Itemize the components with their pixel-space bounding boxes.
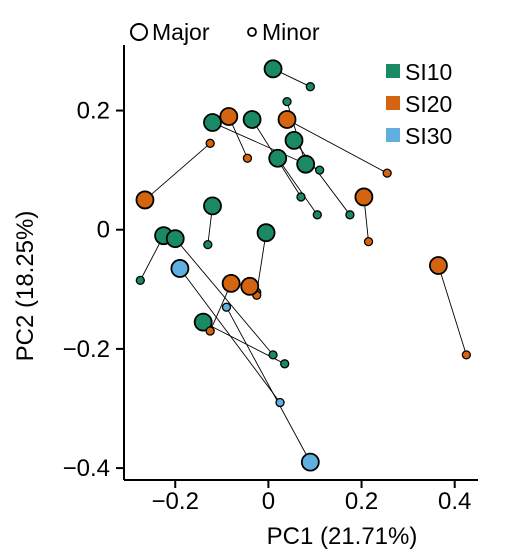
pair-connector [144, 142, 211, 201]
minor-point-si20 [461, 350, 472, 360]
minor-point-si30 [221, 302, 232, 312]
minor-point-si20 [242, 153, 253, 163]
pair-connector [437, 265, 467, 355]
minor-point-si10 [280, 359, 290, 369]
minor-point-si10 [345, 210, 355, 220]
pair-connector [286, 119, 388, 174]
minor-point-si20 [363, 236, 374, 247]
size-legend-major-label: Major [152, 19, 210, 45]
major-point-si20 [277, 110, 297, 129]
minor-point-si10 [296, 192, 306, 202]
x-tick-label: 0 [262, 488, 275, 515]
minor-point-si10 [203, 239, 213, 250]
major-point-si10 [242, 110, 262, 129]
legend-swatch-si20 [386, 96, 400, 110]
pair-connector [226, 306, 311, 463]
minor-point-si10 [135, 275, 145, 286]
major-point-si10 [203, 113, 222, 132]
major-point-si10 [296, 154, 316, 174]
group-legend: SI10 SI20 SI30 [386, 59, 452, 149]
size-legend-minor-marker [247, 27, 257, 37]
y-tick-label: −0.4 [63, 455, 110, 482]
major-point-si20 [135, 190, 155, 210]
major-point-si10 [263, 59, 283, 79]
pair-connector [293, 140, 351, 216]
pair-connector [256, 232, 267, 293]
connector-lines [139, 68, 467, 463]
x-tick-label: 0.2 [345, 488, 378, 515]
major-point-si20 [354, 187, 374, 207]
data-points [135, 59, 472, 472]
major-point-si20 [240, 276, 260, 296]
minor-point-si10 [282, 96, 292, 107]
minor-point-si30 [275, 397, 285, 408]
size-legend: Major Minor [130, 19, 320, 45]
minor-point-si10 [268, 350, 278, 360]
x-tick-label: −0.2 [152, 488, 199, 515]
minor-point-si10 [314, 165, 325, 175]
major-point-si10 [284, 130, 304, 150]
minor-point-si10 [305, 82, 315, 92]
minor-point-si20 [382, 168, 392, 178]
major-point-si30 [170, 259, 190, 278]
axis-ticks: −0.2 0 0.2 0.4 −0.4 −0.2 0 0.2 [63, 98, 472, 515]
legend-label-si20: SI20 [405, 91, 452, 117]
major-point-si10 [256, 223, 276, 243]
minor-point-si10 [312, 210, 322, 220]
pair-connector [174, 238, 274, 356]
major-point-si20 [429, 256, 448, 275]
major-point-si10 [165, 229, 185, 249]
legend-label-si10: SI10 [405, 59, 452, 85]
legend-swatch-si30 [386, 128, 400, 142]
pair-connector [179, 268, 281, 403]
minor-point-si20 [205, 138, 215, 148]
major-point-si10 [203, 196, 222, 216]
y-tick-label: 0.2 [77, 98, 110, 125]
y-tick-label: −0.2 [63, 336, 110, 363]
y-tick-label: 0 [97, 217, 110, 244]
major-point-si10 [193, 312, 213, 332]
size-legend-major-marker [130, 23, 148, 41]
size-legend-minor-label: Minor [262, 19, 320, 45]
legend-swatch-si10 [386, 64, 400, 78]
major-point-si30 [300, 452, 320, 472]
pair-connector [277, 157, 318, 216]
major-point-si10 [268, 148, 288, 168]
x-tick-label: 0.4 [438, 488, 471, 515]
minor-point-si20 [205, 326, 215, 336]
legend-label-si30: SI30 [405, 123, 452, 149]
x-axis-title: PC1 (21.71%) [267, 523, 418, 550]
y-axis-title: PC2 (18.25%) [12, 211, 39, 362]
major-point-si20 [221, 273, 241, 293]
major-point-si20 [219, 107, 239, 126]
